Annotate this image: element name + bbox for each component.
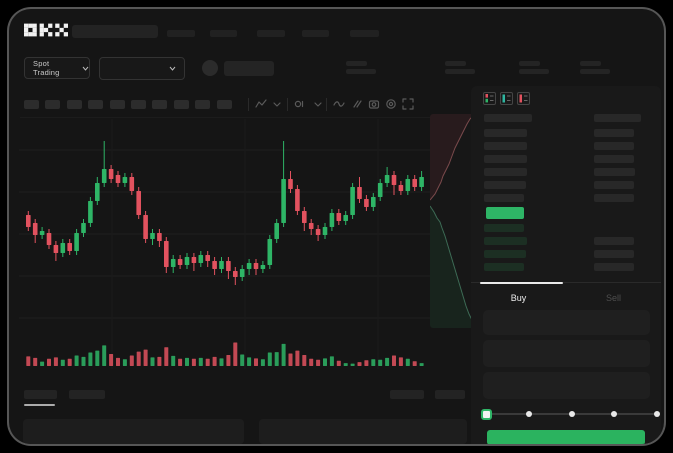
stat-value-placeholder [445,69,475,74]
ask-row-price-placeholder [484,168,527,176]
chart-toolbar [20,93,468,118]
nav-item-placeholder[interactable] [302,30,329,37]
ask-row-amount-placeholder [594,168,635,176]
bid-row-price-placeholder [484,224,524,232]
nav-item-placeholder[interactable] [350,30,379,37]
trade-input-placeholder[interactable] [483,340,650,367]
ask-row-amount-placeholder [594,194,634,202]
ask-row-price-placeholder [484,181,526,189]
drawing-tool-placeholder[interactable] [109,100,125,109]
coin-avatar [202,60,218,76]
ask-row-amount-placeholder [594,181,634,189]
stat-label-placeholder [580,61,601,66]
stat-label-placeholder [346,61,367,66]
slider-stop-dot[interactable] [525,411,532,417]
polyline-icon[interactable] [255,98,267,110]
pair-name-placeholder [224,61,274,76]
bottom-tab-orders[interactable] [24,390,57,399]
orderbook-view-combined-icon[interactable] [483,92,496,105]
chevron-down-icon [82,66,89,71]
sell-tab-label: Sell [605,293,621,303]
nav-item-placeholder[interactable] [257,30,285,37]
depth-chart[interactable] [430,114,474,328]
nav-item-placeholder[interactable] [210,30,237,37]
chevron-down-icon[interactable] [271,98,283,110]
drawing-tool-placeholder[interactable] [173,100,189,109]
slider-stop-dot[interactable] [611,411,618,417]
market-type-selector[interactable]: Spot Trading [24,57,90,79]
drawing-tool-placeholder[interactable] [195,100,211,109]
drawing-tool-placeholder[interactable] [45,100,61,109]
bottom-active-tab-indicator [24,404,55,406]
drawing-tool-placeholder[interactable] [131,100,146,109]
last-price-pill [486,207,524,219]
market-type-label: Spot Trading [33,59,60,77]
nav-item-placeholder[interactable] [167,30,195,37]
drawing-tool-placeholder[interactable] [216,100,232,109]
drawing-tool-placeholder[interactable] [152,100,168,109]
orderbook-view-asks-icon[interactable] [517,92,530,105]
bottom-action-placeholder[interactable] [390,390,424,399]
camera-icon[interactable] [368,98,380,110]
indicator-icon[interactable] [294,98,306,110]
stat-value-placeholder [580,69,610,74]
trade-input-placeholder[interactable] [483,372,650,399]
bid-row-price-placeholder [484,250,526,258]
orderbook-view-bids-icon[interactable] [500,92,513,105]
orderbook-header-price-placeholder [484,114,532,122]
drawing-tool-placeholder[interactable] [88,100,104,109]
ask-row-price-placeholder [484,129,527,137]
ticker-placeholder[interactable] [72,25,158,38]
bid-row-amount-placeholder [594,263,634,271]
orderbook-panel: Buy Sell [471,86,661,444]
chevron-down-icon[interactable] [312,98,324,110]
bottom-tab-history[interactable] [69,390,105,399]
ask-row-amount-placeholder [594,155,634,163]
slider-handle[interactable] [480,408,492,420]
drawing-tool-placeholder[interactable] [24,100,39,109]
fullscreen-icon[interactable] [402,98,414,110]
tab-sell[interactable]: Sell [566,283,661,313]
drawing-tool-placeholder[interactable] [66,100,82,109]
stat-label-placeholder [519,61,540,66]
ask-row-price-placeholder [484,142,527,150]
buy-tab-label: Buy [510,293,527,303]
compare-icon[interactable] [351,98,363,110]
orderbook-header-amount-placeholder [594,114,641,122]
candlestick-chart[interactable] [19,109,471,377]
okx-logo-icon [24,22,68,38]
ask-row-amount-placeholder [594,129,634,137]
ask-row-amount-placeholder [594,142,634,150]
trade-side-tabs: Buy Sell [471,282,661,313]
wave-icon[interactable] [333,98,345,110]
ask-row-price-placeholder [484,155,527,163]
chevron-down-icon [169,66,176,71]
slider-stop-dot[interactable] [568,411,575,417]
stat-value-placeholder [346,69,376,74]
orders-table-placeholder [23,419,244,444]
trade-input-placeholder[interactable] [483,310,650,335]
stat-label-placeholder [445,61,466,66]
history-table-placeholder [259,419,467,444]
bid-row-price-placeholder [484,263,524,271]
ask-row-price-placeholder [484,194,524,202]
bid-row-amount-placeholder [594,237,634,245]
bid-row-amount-placeholder [594,250,634,258]
settings-icon[interactable] [385,98,397,110]
bottom-action-placeholder[interactable] [435,390,465,399]
pair-selector[interactable] [99,57,185,80]
slider-stop-dot[interactable] [654,411,660,417]
buy-submit-button[interactable] [487,430,645,444]
app-window: Spot Trading [7,7,666,446]
active-tab-indicator [480,282,563,284]
bid-row-price-placeholder [484,237,527,245]
tab-buy[interactable]: Buy [471,283,566,313]
stat-value-placeholder [519,69,549,74]
